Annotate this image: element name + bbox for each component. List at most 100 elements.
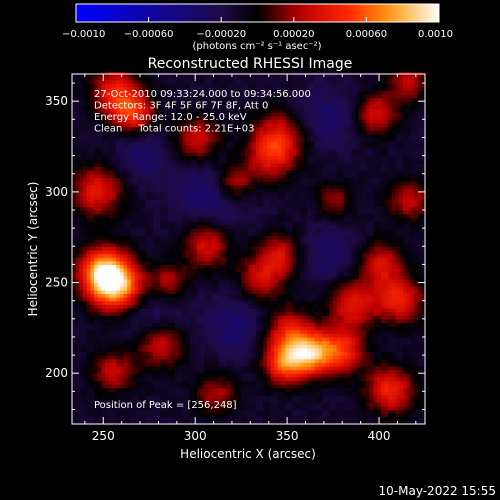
heatmap-cell	[178, 297, 183, 302]
heatmap-cell	[152, 416, 158, 421]
heatmap-cell	[248, 286, 253, 291]
heatmap-cell	[167, 413, 172, 418]
heatmap-cell	[145, 133, 150, 139]
heatmap-cell	[156, 376, 161, 382]
heatmap-cell	[204, 177, 209, 182]
heatmap-cell	[241, 173, 246, 178]
heatmap-cell	[219, 257, 224, 262]
heatmap-cell	[204, 260, 209, 266]
heatmap-cell	[156, 122, 161, 128]
heatmap-cell	[182, 242, 187, 247]
heatmap-cell	[149, 195, 154, 200]
heatmap-cell	[79, 387, 84, 392]
heatmap-cell	[97, 173, 103, 178]
heatmap-cell	[204, 264, 209, 269]
heatmap-cell	[149, 75, 154, 81]
heatmap-cell	[230, 264, 235, 269]
heatmap-cell	[233, 394, 239, 400]
heatmap-cell	[130, 130, 136, 135]
heatmap-cell	[94, 293, 99, 298]
heatmap-cell	[141, 162, 147, 168]
heatmap-cell	[230, 112, 235, 117]
heatmap-cell	[211, 282, 217, 287]
heatmap-cell	[255, 355, 261, 360]
heatmap-cell	[167, 133, 172, 139]
heatmap-cell	[252, 336, 257, 342]
heatmap-cell	[101, 239, 106, 244]
heatmap-cell	[237, 293, 242, 298]
heatmap-cell	[178, 199, 183, 204]
heatmap-cell	[116, 162, 121, 168]
heatmap-cell	[152, 420, 158, 425]
heatmap-cell	[182, 420, 187, 425]
heatmap-cell	[79, 398, 84, 403]
heatmap-cell	[174, 246, 180, 251]
heatmap-cell	[167, 416, 172, 421]
heatmap-cell	[215, 206, 220, 211]
heatmap-cell	[134, 278, 139, 284]
heatmap-cell	[237, 206, 242, 211]
heatmap-cell	[75, 86, 80, 91]
heatmap-cell	[83, 405, 88, 411]
heatmap-cell	[160, 355, 165, 360]
heatmap-cell	[237, 170, 242, 175]
heatmap-cell	[141, 206, 147, 211]
heatmap-cell	[97, 347, 103, 353]
heatmap-cell	[211, 257, 217, 262]
heatmap-cell	[83, 162, 88, 168]
heatmap-cell	[244, 340, 250, 345]
heatmap-cell	[152, 119, 158, 124]
heatmap-cell	[237, 97, 242, 102]
heatmap-cell	[138, 416, 143, 421]
heatmap-cell	[248, 159, 253, 164]
heatmap-cell	[90, 355, 95, 360]
heatmap-cell	[86, 300, 91, 305]
heatmap-cell	[112, 210, 117, 215]
heatmap-cell	[178, 148, 183, 153]
heatmap-cell	[116, 173, 121, 178]
heatmap-cell	[222, 231, 228, 236]
heatmap-cell	[130, 83, 136, 88]
heatmap-cell	[152, 202, 158, 207]
heatmap-cell	[101, 141, 106, 146]
heatmap-cell	[108, 409, 114, 414]
heatmap-cell	[86, 362, 91, 367]
heatmap-cell	[215, 347, 220, 353]
heatmap-cell	[116, 112, 121, 117]
heatmap-cell	[119, 362, 125, 367]
heatmap-cell	[193, 202, 198, 207]
heatmap-cell	[167, 249, 172, 255]
heatmap-cell	[75, 420, 80, 425]
heatmap-cell	[116, 282, 121, 287]
heatmap-cell	[108, 144, 114, 149]
heatmap-cell	[178, 311, 183, 316]
heatmap-cell	[167, 239, 172, 244]
heatmap-cell	[182, 148, 187, 153]
heatmap-cell	[97, 340, 103, 345]
heatmap-cell	[171, 380, 176, 385]
heatmap-cell	[79, 228, 84, 233]
heatmap-cell	[211, 86, 217, 91]
heatmap-cell	[141, 278, 147, 284]
heatmap-cell	[134, 391, 139, 396]
heatmap-cell	[200, 318, 205, 324]
heatmap-cell	[255, 278, 261, 284]
heatmap-cell	[119, 391, 125, 396]
heatmap-cell	[171, 83, 176, 88]
heatmap-cell	[233, 369, 239, 374]
heatmap-cell	[237, 199, 242, 204]
heatmap-cell	[237, 402, 242, 407]
heatmap-cell	[97, 155, 103, 160]
heatmap-cell	[86, 257, 91, 262]
heatmap-cell	[237, 195, 242, 200]
heatmap-cell	[185, 355, 191, 360]
heatmap-cell	[241, 104, 246, 110]
heatmap-cell	[156, 304, 161, 309]
heatmap-cell	[145, 369, 150, 374]
heatmap-cell	[237, 93, 242, 99]
heatmap-cell	[185, 239, 191, 244]
heatmap-cell	[204, 137, 209, 142]
heatmap-cell	[197, 170, 202, 175]
heatmap-cell	[160, 384, 165, 389]
heatmap-cell	[116, 191, 121, 197]
